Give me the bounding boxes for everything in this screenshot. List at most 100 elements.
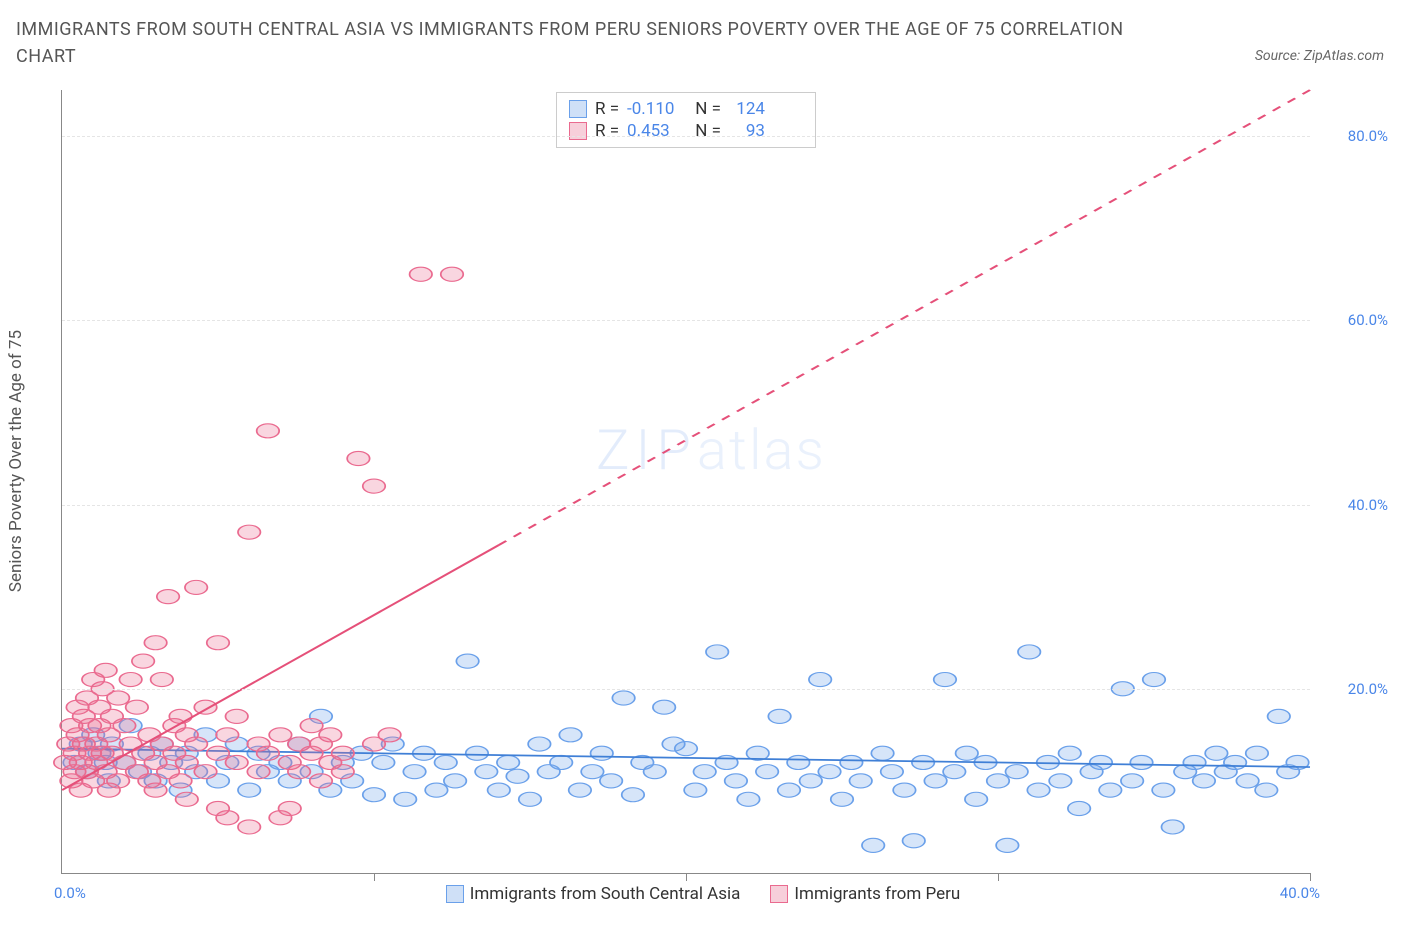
data-point — [965, 792, 987, 806]
data-point — [840, 755, 862, 769]
data-point — [1255, 783, 1277, 797]
gridline — [62, 689, 1310, 690]
data-point — [107, 774, 129, 788]
gridline — [62, 136, 1310, 137]
data-point — [528, 737, 550, 751]
data-point — [435, 755, 457, 769]
data-point — [912, 755, 934, 769]
data-point — [441, 267, 463, 281]
data-point — [144, 636, 166, 650]
data-point — [787, 755, 809, 769]
series-legend: Immigrants from South Central AsiaImmigr… — [16, 884, 1390, 904]
data-point — [169, 774, 191, 788]
y-tick-label: 40.0% — [1348, 496, 1388, 514]
gridline — [62, 320, 1310, 321]
data-point — [332, 765, 354, 779]
data-point — [1161, 820, 1183, 834]
data-point — [225, 709, 247, 723]
data-point — [893, 783, 915, 797]
source-credit: Source: ZipAtlas.com — [1255, 48, 1384, 64]
x-tick — [1310, 873, 1311, 881]
r-label: R = — [595, 121, 619, 141]
data-point — [247, 765, 269, 779]
data-point — [194, 765, 216, 779]
data-point — [372, 755, 394, 769]
data-point — [410, 267, 432, 281]
data-point — [1183, 755, 1205, 769]
data-point — [809, 673, 831, 687]
data-point — [943, 765, 965, 779]
data-point — [1205, 746, 1227, 760]
legend-swatch — [569, 122, 587, 140]
data-point — [225, 755, 247, 769]
data-point — [444, 774, 466, 788]
data-point — [176, 755, 198, 769]
data-point — [144, 783, 166, 797]
data-point — [157, 590, 179, 604]
data-point — [581, 765, 603, 779]
x-tick — [998, 873, 999, 881]
data-point — [559, 728, 581, 742]
legend-swatch — [446, 885, 464, 903]
data-point — [600, 774, 622, 788]
data-point — [1049, 774, 1071, 788]
data-point — [956, 746, 978, 760]
data-point — [996, 838, 1018, 852]
legend-row: R =0.453 N =93 — [569, 121, 803, 141]
page-title: IMMIGRANTS FROM SOUTH CENTRAL ASIA VS IM… — [16, 16, 1136, 70]
data-point — [644, 765, 666, 779]
data-point — [238, 820, 260, 834]
data-point — [871, 746, 893, 760]
data-point — [363, 479, 385, 493]
data-point — [207, 801, 229, 815]
data-point — [1236, 774, 1258, 788]
gridline — [62, 505, 1310, 506]
data-point — [107, 691, 129, 705]
data-point — [269, 728, 291, 742]
n-label: N = — [691, 99, 721, 119]
data-point — [310, 774, 332, 788]
data-point — [519, 792, 541, 806]
data-point — [550, 755, 572, 769]
data-point — [207, 746, 229, 760]
data-point — [403, 765, 425, 779]
data-point — [126, 700, 148, 714]
data-point — [862, 838, 884, 852]
series-label: Immigrants from Peru — [794, 884, 960, 904]
y-tick-label: 20.0% — [1348, 680, 1388, 698]
data-point — [768, 709, 790, 723]
data-point — [903, 834, 925, 848]
data-point — [151, 673, 173, 687]
data-point — [1018, 645, 1040, 659]
data-point — [737, 792, 759, 806]
data-point — [684, 783, 706, 797]
y-tick-label: 80.0% — [1348, 127, 1388, 145]
series-legend-item: Immigrants from Peru — [770, 884, 960, 904]
data-point — [706, 645, 728, 659]
data-point — [1005, 765, 1027, 779]
data-point — [94, 663, 116, 677]
data-point — [1059, 746, 1081, 760]
correlation-legend: R =-0.110 N =124R =0.453 N =93 — [556, 92, 816, 148]
r-label: R = — [595, 99, 619, 119]
data-point — [1027, 783, 1049, 797]
data-point — [622, 788, 644, 802]
data-point — [288, 765, 310, 779]
data-point — [831, 792, 853, 806]
data-point — [934, 673, 956, 687]
data-point — [569, 783, 591, 797]
chart-container: Seniors Poverty Over the Age of 75 ZIPat… — [16, 90, 1390, 914]
data-point — [207, 636, 229, 650]
data-point — [1090, 755, 1112, 769]
legend-row: R =-0.110 N =124 — [569, 99, 803, 119]
data-point — [1068, 801, 1090, 815]
data-point — [591, 746, 613, 760]
x-tick — [374, 873, 375, 881]
data-point — [1152, 783, 1174, 797]
data-point — [319, 728, 341, 742]
data-point — [1121, 774, 1143, 788]
data-point — [113, 719, 135, 733]
data-point — [216, 728, 238, 742]
data-point — [378, 728, 400, 742]
data-point — [693, 765, 715, 779]
